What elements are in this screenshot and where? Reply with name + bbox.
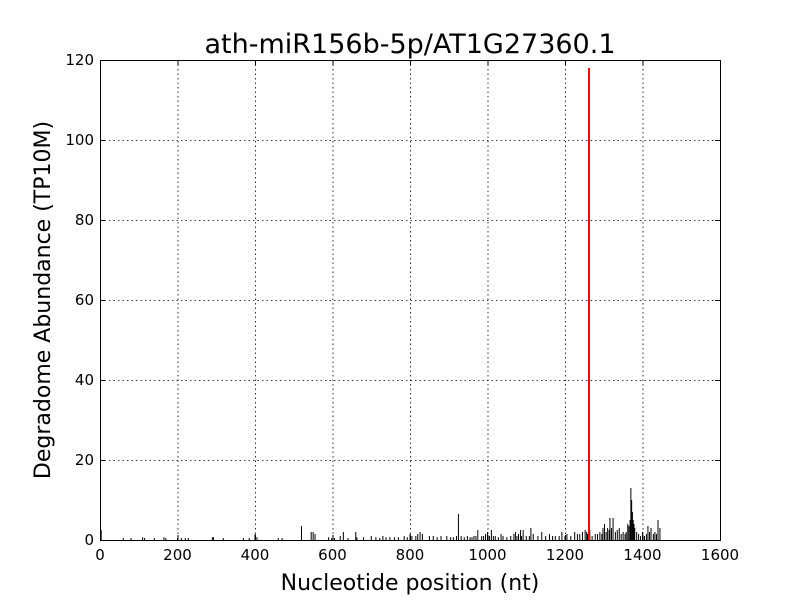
bars-layer [100,68,661,540]
x-tick-label: 0 [95,546,105,564]
x-tick-label: 200 [163,546,192,564]
tick-marks [100,60,721,541]
x-tick-label: 400 [241,546,270,564]
y-tick-label: 0 [84,531,94,549]
x-tick-label: 1600 [701,546,739,564]
y-tick-label: 60 [75,291,94,309]
y-tick-label: 20 [75,451,94,469]
x-tick-label: 1000 [468,546,506,564]
x-tick-labels: 0 200 400 600 800 1000 1200 1400 1600 [95,546,739,564]
x-tick-label: 1200 [546,546,584,564]
x-tick-label: 600 [318,546,347,564]
y-tick-label: 80 [75,211,94,229]
grid-lines [100,60,720,540]
x-tick-label: 1400 [623,546,661,564]
x-tick-label: 800 [396,546,425,564]
x-axis-label: Nucleotide position (nt) [281,571,540,596]
y-tick-label: 40 [75,371,94,389]
y-tick-labels: 0 20 40 60 80 100 120 [65,51,94,549]
y-axis-label: Degradome Abundance (TP10M) [31,121,56,479]
y-tick-label: 100 [65,131,94,149]
y-tick-label: 120 [65,51,94,69]
chart-title: ath-miR156b-5p/AT1G27360.1 [205,29,616,60]
